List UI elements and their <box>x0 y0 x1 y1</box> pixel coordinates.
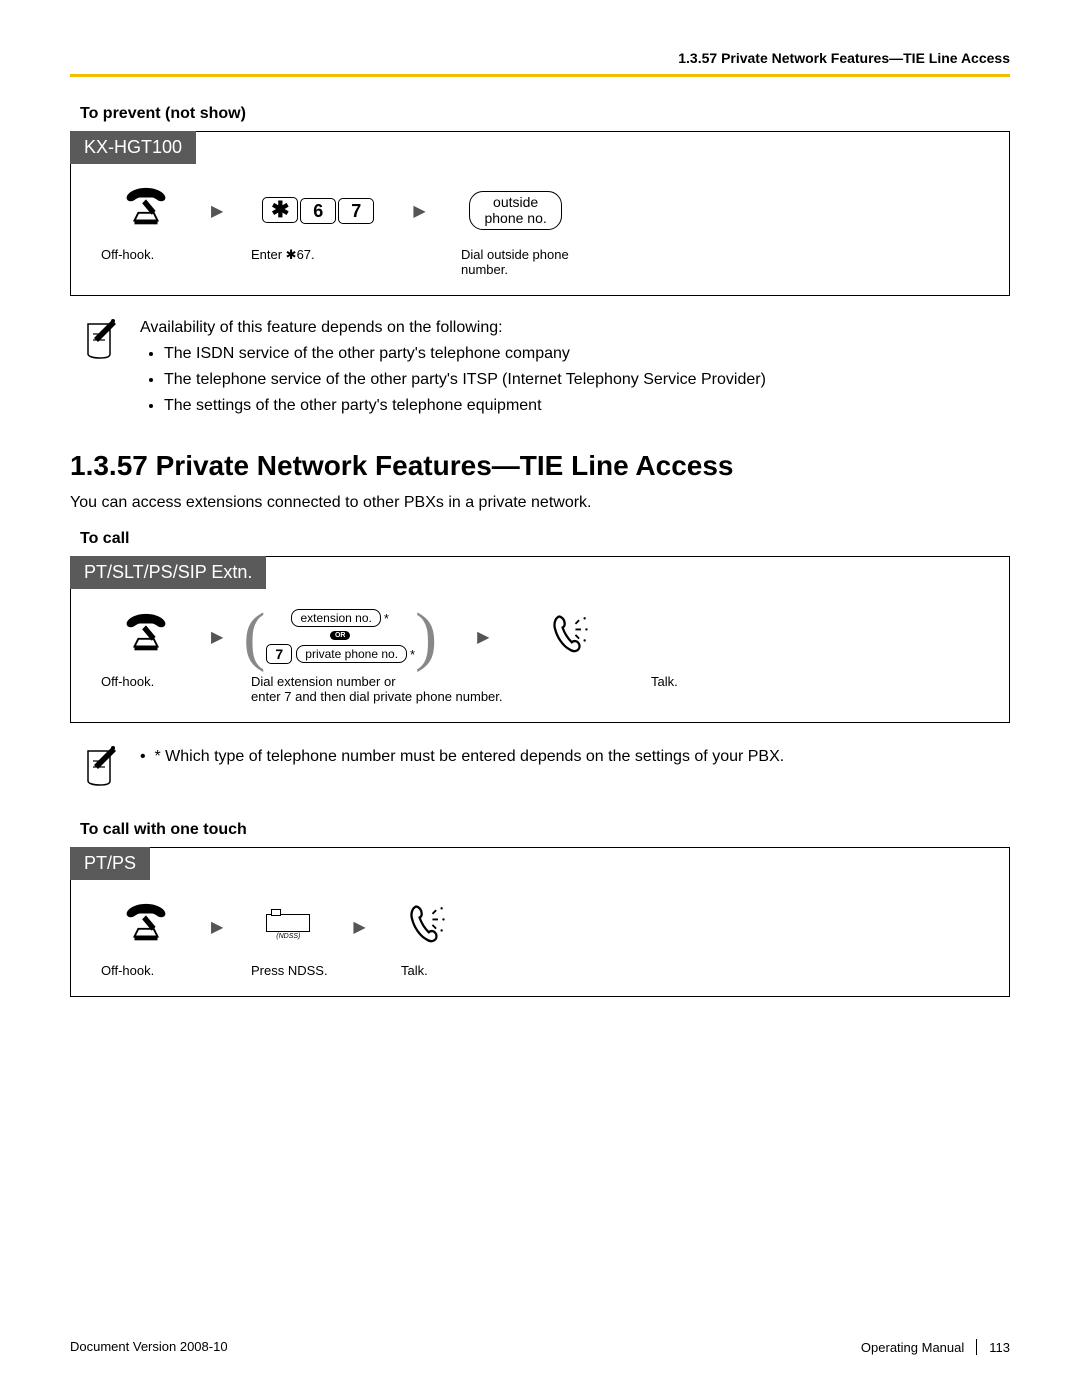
tab-ptps: PT/PS <box>70 847 150 880</box>
pill-text: phone no. <box>484 211 546 226</box>
notepad-icon <box>80 743 122 791</box>
section1-subtitle: To prevent (not show) <box>80 105 1010 123</box>
outside-phone-pill: outside phone no. <box>469 191 561 230</box>
caption-offhook: Off-hook. <box>101 963 191 978</box>
offhook-icon <box>117 184 175 232</box>
caption-dial: Dial outside phonenumber. <box>461 247 621 277</box>
caption-talk: Talk. <box>651 674 731 704</box>
note-bullet: The ISDN service of the other party's te… <box>164 342 766 366</box>
diagram-prevent: KX-HGT100 ▶ ✱67 ▶ outside phone no. Off-… <box>70 131 1010 296</box>
tab-ptsltps: PT/SLT/PS/SIP Extn. <box>70 556 266 589</box>
caption-dial: Dial extension number orenter 7 and then… <box>251 674 551 704</box>
note-availability: Availability of this feature depends on … <box>70 316 1010 420</box>
intro-text: You can access extensions connected to o… <box>70 494 1010 512</box>
caption-talk: Talk. <box>401 963 481 978</box>
page-number: 113 <box>989 1340 1010 1355</box>
private-phone-pill: private phone no. <box>296 645 407 663</box>
caption-offhook: Off-hook. <box>101 674 191 704</box>
note-intro: Availability of this feature depends on … <box>140 316 766 340</box>
talk-icon <box>403 900 449 948</box>
ndss-button-icon <box>266 914 310 932</box>
caption-offhook: Off-hook. <box>101 247 191 277</box>
caption-press: Press NDSS. <box>251 963 341 978</box>
notepad-icon <box>80 316 122 364</box>
talk-icon <box>546 610 592 658</box>
tab-kxhgt100: KX-HGT100 <box>70 131 196 164</box>
or-badge: OR <box>330 631 351 640</box>
arrow-icon: ▶ <box>211 201 223 221</box>
section2-subtitle: To call <box>80 530 1010 548</box>
header-rule <box>70 74 1010 77</box>
arrow-icon: ▶ <box>211 627 223 647</box>
caption-enter: Enter ✱67. <box>251 247 401 277</box>
manual-label: Operating Manual <box>861 1340 964 1355</box>
offhook-icon <box>117 900 175 948</box>
running-header: 1.3.57 Private Network Features—TIE Line… <box>70 50 1010 66</box>
key-7: 7 <box>338 198 374 224</box>
arrow-icon: ▶ <box>353 917 365 937</box>
arrow-icon: ▶ <box>477 627 489 647</box>
arrow-icon: ▶ <box>211 917 223 937</box>
key-6: 6 <box>300 198 336 224</box>
diagram-onetouch: PT/PS ▶ (NDSS) ▶ Off-hook. <box>70 847 1010 997</box>
arrow-icon: ▶ <box>413 201 425 221</box>
note-bullet: The telephone service of the other party… <box>164 368 766 392</box>
option-group: ( extension no. * OR 7 private phone no.… <box>243 609 437 664</box>
pill-text: outside <box>493 195 538 210</box>
note-bullet: The settings of the other party's teleph… <box>164 394 766 418</box>
page-footer: Document Version 2008-10 Operating Manua… <box>70 1339 1010 1355</box>
extension-pill: extension no. <box>291 609 380 627</box>
section3-subtitle: To call with one touch <box>80 821 1010 839</box>
note-text: * Which type of telephone number must be… <box>155 748 785 765</box>
key-7: 7 <box>266 644 292 664</box>
doc-version: Document Version 2008-10 <box>70 1339 228 1355</box>
asterisk: * <box>384 611 389 626</box>
ndss-label: (NDSS) <box>276 933 300 940</box>
section-heading: 1.3.57 Private Network Features—TIE Line… <box>70 450 1010 482</box>
note-pbx: • * Which type of telephone number must … <box>70 743 1010 791</box>
diagram-call: PT/SLT/PS/SIP Extn. ▶ ( extension no. * … <box>70 556 1010 723</box>
key-star: ✱ <box>262 197 298 223</box>
offhook-icon <box>117 610 175 658</box>
